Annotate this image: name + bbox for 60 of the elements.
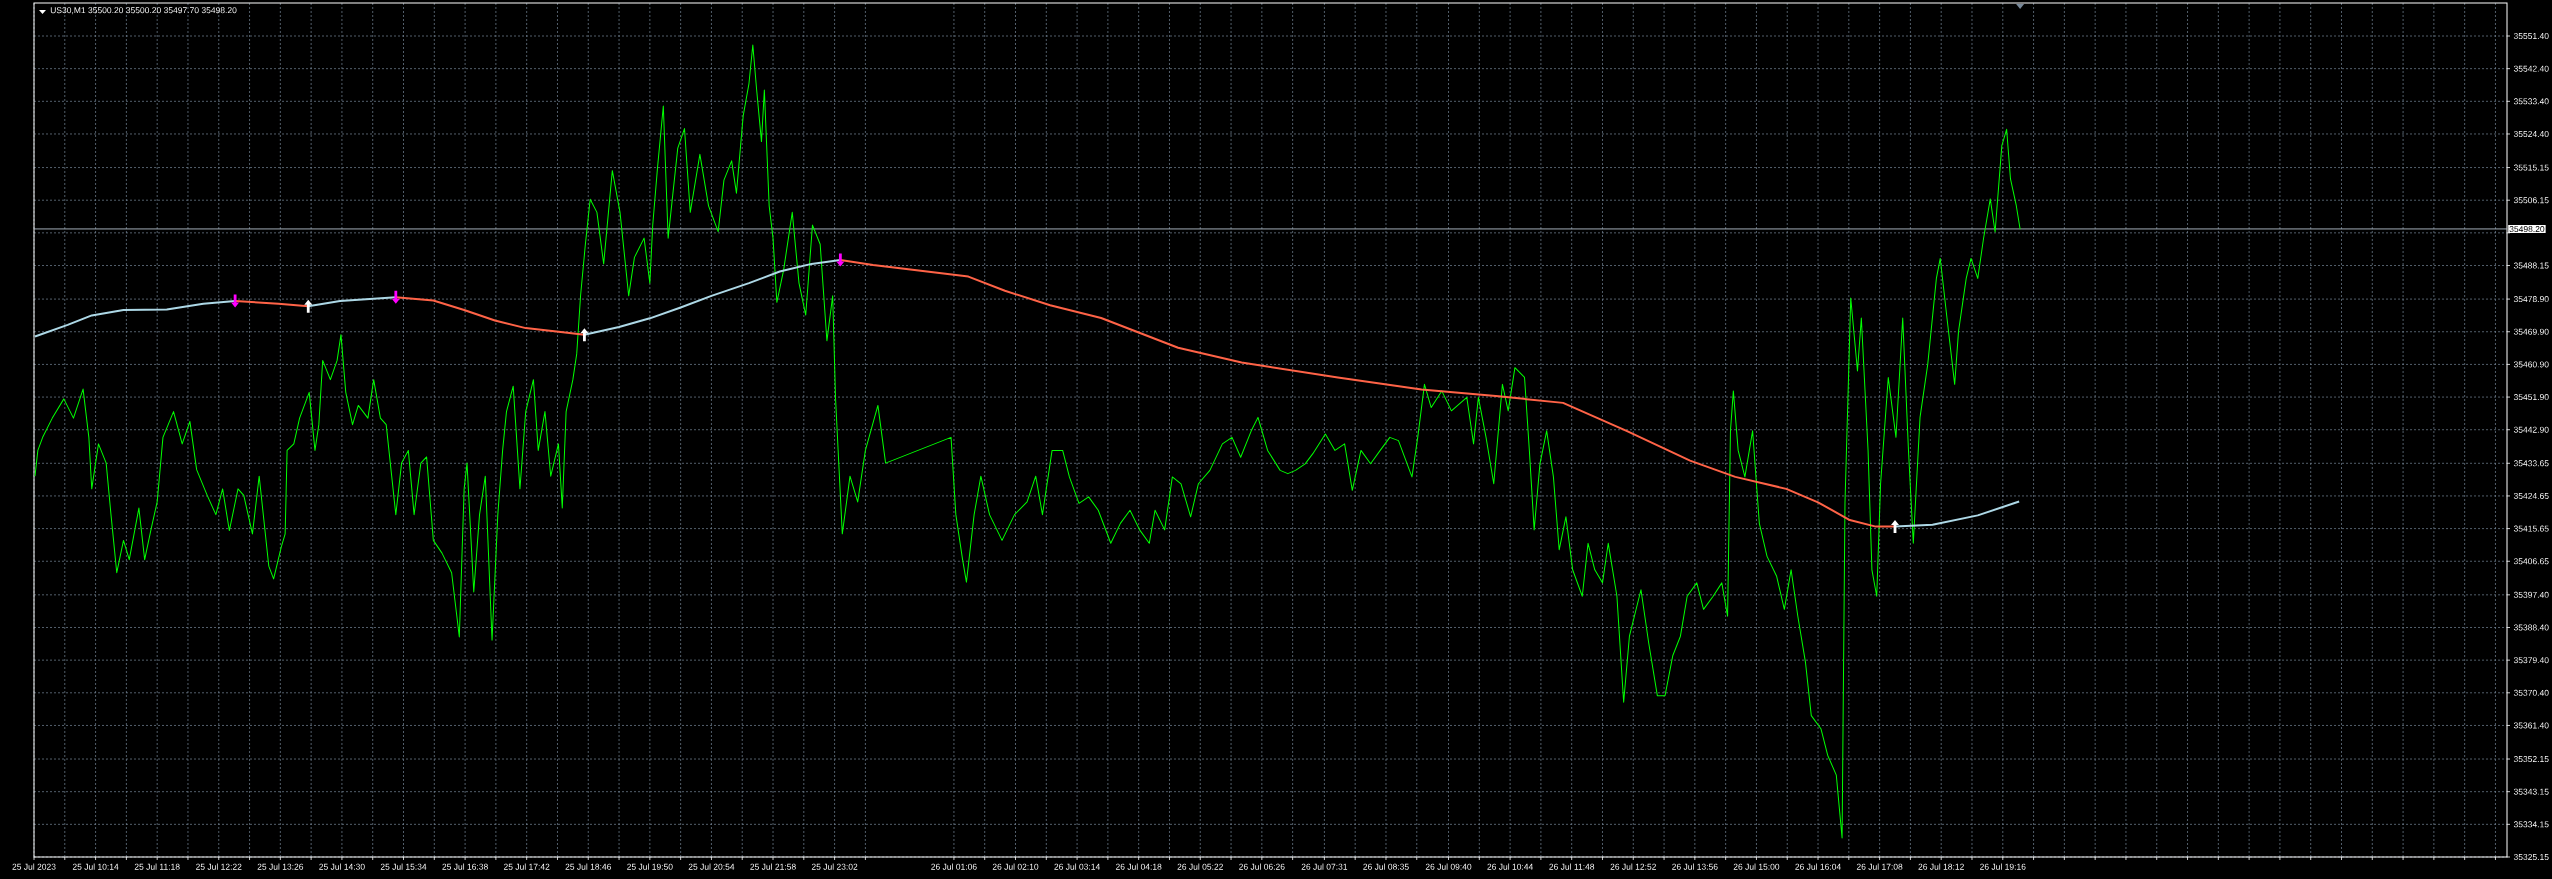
x-tick-label: 26 Jul 18:12 xyxy=(1918,863,1964,870)
y-tick-label: 35478.90 xyxy=(2513,296,2549,303)
x-tick-label: 26 Jul 01:06 xyxy=(931,863,977,870)
x-tick-label: 25 Jul 20:54 xyxy=(688,863,735,870)
x-tick-label: 26 Jul 04:18 xyxy=(1115,863,1162,870)
y-tick-label: 35433.65 xyxy=(2513,460,2549,467)
x-tick-label: 25 Jul 16:38 xyxy=(442,863,488,870)
x-tick-label: 25 Jul 23:02 xyxy=(811,863,858,870)
x-tick-label: 26 Jul 05:22 xyxy=(1177,863,1223,870)
x-tick-label: 26 Jul 07:31 xyxy=(1301,863,1348,870)
y-tick-label: 35451.90 xyxy=(2513,394,2549,401)
y-tick-label: 35361.40 xyxy=(2513,722,2549,729)
y-tick-label: 35388.40 xyxy=(2513,624,2549,631)
x-tick-label: 26 Jul 11:48 xyxy=(1549,863,1595,870)
x-tick-label: 26 Jul 16:04 xyxy=(1795,863,1841,870)
x-tick-label: 25 Jul 21:58 xyxy=(750,863,796,870)
y-tick-label: 35343.15 xyxy=(2513,788,2549,795)
ref-line-label: 35498.20 xyxy=(2509,226,2545,233)
x-tick-label: 25 Jul 11:18 xyxy=(134,863,180,870)
y-tick-label: 35370.40 xyxy=(2513,689,2549,696)
y-tick-label: 35397.40 xyxy=(2513,591,2549,598)
x-tick-label: 25 Jul 13:26 xyxy=(257,863,304,870)
y-tick-label: 35424.65 xyxy=(2513,492,2549,499)
y-tick-label: 35506.15 xyxy=(2513,197,2549,204)
x-tick-label: 26 Jul 10:44 xyxy=(1487,863,1534,870)
y-tick-label: 35415.65 xyxy=(2513,525,2549,532)
x-tick-label: 26 Jul 15:00 xyxy=(1733,863,1780,870)
x-tick-label: 25 Jul 12:22 xyxy=(196,863,242,870)
x-tick-label: 26 Jul 03:14 xyxy=(1054,863,1100,870)
y-tick-label: 35442.90 xyxy=(2513,426,2549,433)
y-tick-label: 35488.15 xyxy=(2513,262,2549,269)
x-tick-label: 26 Jul 08:35 xyxy=(1363,863,1409,870)
x-tick-label: 25 Jul 10:14 xyxy=(72,863,119,870)
y-tick-label: 35533.40 xyxy=(2513,98,2549,105)
x-tick-label: 26 Jul 17:08 xyxy=(1856,863,1903,870)
x-tick-label: 25 Jul 19:50 xyxy=(627,863,673,870)
x-tick-label: 25 Jul 18:46 xyxy=(565,863,612,870)
x-tick-label: 26 Jul 02:10 xyxy=(992,863,1039,870)
y-tick-label: 35542.40 xyxy=(2513,65,2549,72)
x-tick-label: 25 Jul 14:30 xyxy=(319,863,365,870)
x-tick-label: 25 Jul 15:34 xyxy=(380,863,427,870)
y-tick-label: 35515.15 xyxy=(2513,164,2549,171)
y-tick-label: 35469.90 xyxy=(2513,328,2549,335)
y-tick-label: 35334.15 xyxy=(2513,821,2549,828)
x-tick-label: 26 Jul 13:56 xyxy=(1672,863,1718,870)
y-tick-label: 35325.15 xyxy=(2513,854,2549,860)
x-tick-label: 25 Jul 2023 xyxy=(12,863,56,870)
x-tick-label: 26 Jul 12:52 xyxy=(1610,863,1656,870)
y-tick-label: 35524.40 xyxy=(2513,130,2549,137)
chart-title: US30,M1 35500.20 35500.20 35497.70 35498.20 xyxy=(50,7,237,15)
y-tick-label: 35406.65 xyxy=(2513,558,2549,565)
x-tick-label: 26 Jul 19:16 xyxy=(1980,863,2026,870)
line-series xyxy=(34,44,2021,839)
x-tick-label: 25 Jul 17:42 xyxy=(503,863,550,870)
y-tick-label: 35352.15 xyxy=(2513,756,2549,763)
y-tick-label: 35460.90 xyxy=(2513,361,2549,368)
y-tick-label: 35379.40 xyxy=(2513,657,2549,664)
x-tick-label: 26 Jul 09:40 xyxy=(1425,863,1472,870)
y-tick-label: 35551.40 xyxy=(2513,33,2549,40)
x-tick-label: 26 Jul 06:26 xyxy=(1239,863,1285,870)
